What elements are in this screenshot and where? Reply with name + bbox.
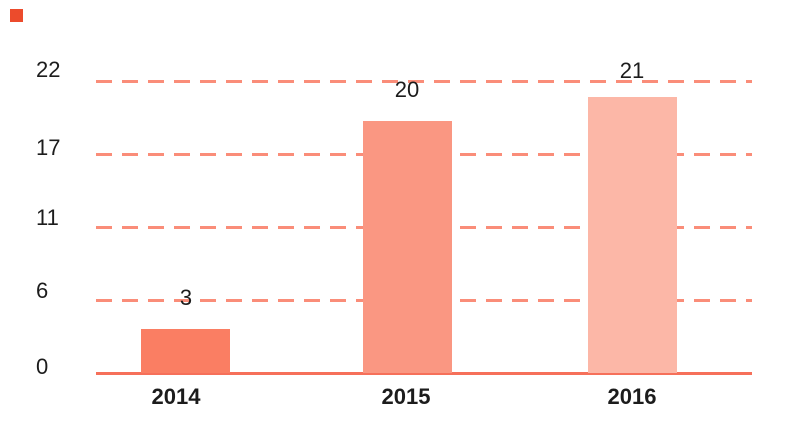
y-axis-tick-label: 6 [36, 278, 49, 303]
bar-value-label: 3 [179, 285, 193, 310]
bar-value-label: 21 [619, 58, 645, 83]
x-axis-category-label: 2014 [151, 384, 201, 409]
gridline [96, 80, 752, 83]
y-axis-tick-label: 22 [36, 57, 61, 82]
x-axis-category-label: 2015 [381, 384, 431, 409]
y-axis-tick-label: 17 [36, 135, 61, 160]
bar-2016 [588, 97, 677, 373]
x-axis-category-label: 2016 [607, 384, 657, 409]
x-axis-line [96, 372, 752, 375]
brand-mark-square [10, 9, 23, 22]
y-axis-tick-label: 0 [36, 354, 49, 379]
bar-2014 [141, 329, 230, 373]
bar-2015 [363, 121, 452, 373]
y-axis-tick-label: 11 [36, 205, 59, 230]
bar-value-label: 20 [394, 77, 420, 102]
